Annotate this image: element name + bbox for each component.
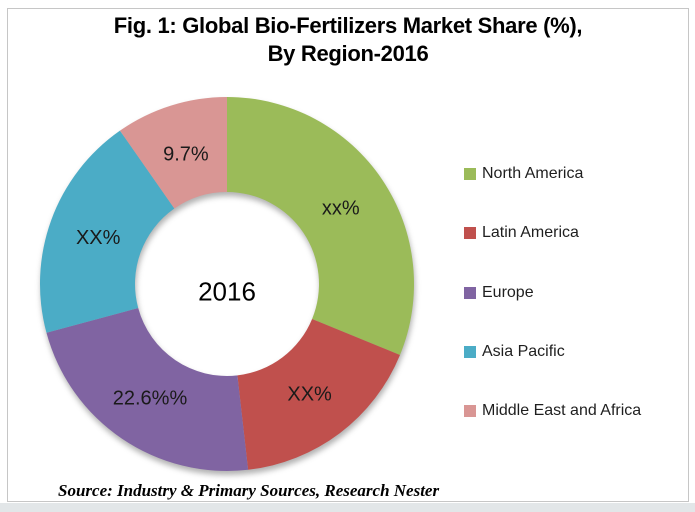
source-note: Source: Industry & Primary Sources, Rese…: [58, 481, 440, 500]
legend-label-europe: Europe: [482, 284, 534, 301]
pie-slice-asia-pacific: [39, 130, 175, 333]
chart-legend: North America Latin America Europe Asia Pac…: [464, 0, 689, 512]
slice-label-latin-america: XX%: [287, 383, 332, 405]
legend-label-asia-pacific: Asia Pacific: [482, 343, 565, 360]
pie-slice-latin-america: [237, 318, 400, 470]
slice-label-asia-pacific: XX%: [76, 227, 121, 249]
slice-label-middle-east-and-africa: 9.7%: [163, 143, 209, 165]
legend-swatch-north-america: [464, 168, 476, 180]
chart-title: Fig. 1: Global Bio-Fertilizers Market Sh…: [7, 12, 689, 68]
chart-title-line2: By Region-2016: [267, 41, 429, 66]
slice-label-north-america: xx%: [322, 198, 360, 220]
legend-item-europe: Europe: [464, 282, 534, 304]
legend-item-latin-america: Latin America: [464, 222, 579, 244]
donut-slice-labels: xx% XX% 22.6%% XX% 9.7%: [76, 143, 360, 409]
legend-swatch-latin-america: [464, 227, 476, 239]
bottom-edge-strip: [0, 503, 695, 512]
pie-slice-north-america: [227, 97, 415, 356]
legend-item-middle-east-and-africa: Middle East and Africa: [464, 400, 641, 422]
donut-center-year: 2016: [198, 276, 256, 307]
legend-item-north-america: North America: [464, 163, 583, 185]
legend-item-asia-pacific: Asia Pacific: [464, 341, 565, 363]
legend-swatch-europe: [464, 287, 476, 299]
legend-label-middle-east-and-africa: Middle East and Africa: [482, 402, 642, 419]
legend-label-latin-america: Latin America: [482, 224, 579, 241]
pie-slice-middle-east-and-africa: [119, 97, 227, 209]
donut-slices: [39, 97, 415, 472]
legend-swatch-asia-pacific: [464, 346, 476, 358]
chart-title-line1: Fig. 1: Global Bio-Fertilizers Market Sh…: [113, 13, 583, 38]
legend-label-north-america: North America: [482, 165, 584, 182]
slice-label-europe: 22.6%%: [113, 387, 188, 409]
legend-swatch-middle-east-and-africa: [464, 405, 476, 417]
pie-slice-europe: [46, 308, 249, 472]
